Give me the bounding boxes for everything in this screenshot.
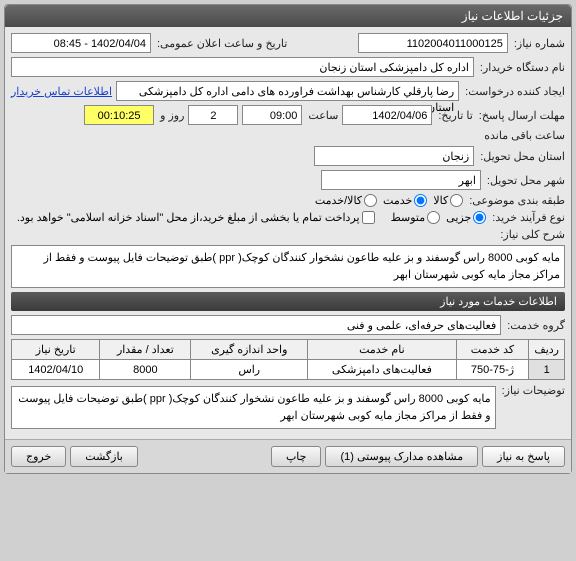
services-table: ردیف کد خدمت نام خدمت واحد اندازه گیری ت… [11,339,565,380]
back-button[interactable]: بازگشت [70,446,138,467]
cat-service-label: خدمت [383,194,412,207]
buyer-org-field: اداره کل دامپزشکی استان زنجان [11,57,474,77]
respond-button[interactable]: پاسخ به نیاز [482,446,565,467]
cat-both-label: کالا/خدمت [315,194,362,207]
window-title: جزئیات اطلاعات نیاز [462,9,563,23]
request-notes-box: مایه کوبی 8000 راس گوسفند و بز علیه طاعو… [11,386,496,429]
deadline-label: مهلت ارسال پاسخ: [479,109,565,122]
cell-unit: راس [191,360,308,380]
delivery-province-label: استان محل تحویل: [480,150,565,163]
requester-field: رضا پارقلي کارشناس بهداشت فراورده های دا… [116,81,459,101]
buyer-org-label: نام دستگاه خریدار: [480,61,565,74]
th-date: تاریخ نیاز [12,340,100,360]
cell-qty: 8000 [100,360,191,380]
cell-num: 1 [529,360,565,380]
bottom-toolbar: پاسخ به نیاز مشاهده مدارک پیوستی (1) چاپ… [5,439,571,473]
keywords-box: مایه کوبی 8000 راس گوسفند و بز علیه طاعو… [11,245,565,288]
request-number-field: 1102004011000125 [358,33,508,53]
remaining-label: ساعت باقی مانده [484,129,565,142]
cell-date: 1402/04/10 [12,360,100,380]
th-unit: واحد اندازه گیری [191,340,308,360]
delivery-province-field: زنجان [314,146,474,166]
treasury-note: پرداخت تمام یا بخشی از مبلغ خرید،از محل … [17,211,360,224]
treasury-checkbox[interactable] [362,211,375,224]
service-group-field: فعالیت‌های حرفه‌ای، علمی و فنی [11,315,501,335]
table-row[interactable]: 1 ژ-75-750 فعالیت‌های دامپزشکی راس 8000 … [12,360,565,380]
window-titlebar: جزئیات اطلاعات نیاز [5,5,571,27]
request-number-label: شماره نیاز: [514,37,565,50]
cat-goods-radio[interactable] [450,194,463,207]
time-remaining-field: 00:10:25 [84,105,154,125]
th-row: ردیف [529,340,565,360]
pt-medium-label: متوسط [391,211,426,224]
main-window: جزئیات اطلاعات نیاز شماره نیاز: 11020040… [4,4,572,474]
category-label: طبقه بندی موضوعی: [469,194,565,207]
requester-label: ایجاد کننده درخواست: [465,85,565,98]
service-group-label: گروه خدمت: [507,319,565,332]
deadline-date-field: 1402/04/06 [342,105,432,125]
pt-partial-label: جزیی [446,211,471,224]
th-qty: تعداد / مقدار [100,340,191,360]
until-label: تا تاریخ: [438,109,472,122]
deadline-time-field: 09:00 [242,105,302,125]
th-name: نام خدمت [308,340,456,360]
form-content: شماره نیاز: 1102004011000125 تاریخ و ساع… [5,27,571,439]
days-label: روز و [160,109,184,122]
pt-medium-radio[interactable] [427,211,440,224]
pt-partial-radio[interactable] [473,211,486,224]
cat-goods-label: کالا [433,194,448,207]
cat-service-radio[interactable] [414,194,427,207]
category-radio-group: کالا خدمت کالا/خدمت [315,194,463,207]
th-code: کد خدمت [456,340,529,360]
cell-name: فعالیت‌های دامپزشکی [308,360,456,380]
time-label: ساعت [308,109,338,122]
delivery-city-field: ابهر [321,170,481,190]
services-section-header: اطلاعات خدمات مورد نیاز [11,292,565,311]
keywords-label: شرح کلی نیاز: [500,228,565,241]
announce-datetime-field: 1402/04/04 - 08:45 [11,33,151,53]
exit-button[interactable]: خروج [11,446,66,467]
request-notes-label: توضیحات نیاز: [502,384,565,397]
announce-datetime-label: تاریخ و ساعت اعلان عمومی: [157,37,287,50]
cell-code: ژ-75-750 [456,360,529,380]
cat-both-radio[interactable] [364,194,377,207]
attachments-button[interactable]: مشاهده مدارک پیوستی (1) [325,446,478,467]
purchase-type-label: نوع فرآیند خرید: [492,211,565,224]
delivery-city-label: شهر محل تحویل: [487,174,565,187]
days-remaining-field: 2 [188,105,238,125]
contact-link[interactable]: اطلاعات تماس خریدار [11,85,112,98]
purchase-type-radio-group: جزیی متوسط [391,211,487,224]
print-button[interactable]: چاپ [271,446,322,467]
